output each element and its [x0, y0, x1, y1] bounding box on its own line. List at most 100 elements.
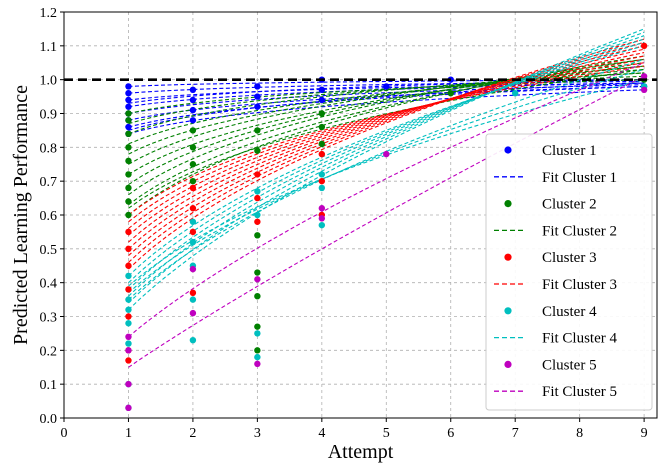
data-point — [125, 306, 132, 313]
y-tick-label: 0.3 — [40, 311, 58, 326]
fit-curve — [128, 82, 645, 101]
legend-marker — [504, 360, 512, 368]
data-point — [254, 347, 261, 354]
data-point — [318, 140, 326, 148]
data-point — [318, 177, 326, 185]
y-tick-label: 0.1 — [40, 378, 58, 393]
data-point — [318, 171, 326, 178]
fit-curve — [128, 58, 645, 196]
y-tick-label: 0.8 — [40, 141, 58, 156]
x-tick-label: 3 — [254, 426, 261, 441]
data-point — [254, 171, 261, 178]
data-point — [254, 211, 261, 219]
fit-curve — [128, 38, 645, 270]
legend-marker — [504, 146, 512, 154]
data-point — [189, 106, 197, 114]
data-point — [125, 103, 132, 110]
y-tick-label: 1.1 — [40, 40, 58, 55]
y-tick-label: 0.5 — [40, 243, 58, 258]
fit-curve — [128, 58, 645, 301]
data-point — [189, 228, 197, 236]
data-point — [189, 117, 197, 124]
data-point — [254, 218, 261, 225]
data-point — [125, 157, 132, 165]
fit-curve — [128, 45, 645, 257]
fit-curve — [128, 62, 645, 223]
data-point — [125, 110, 132, 117]
x-tick-label: 8 — [576, 426, 583, 441]
legend-label: Cluster 4 — [542, 304, 597, 320]
data-point — [189, 218, 197, 225]
y-tick-label: 0.0 — [40, 412, 58, 427]
x-tick-label: 5 — [383, 426, 390, 441]
data-point — [254, 323, 261, 330]
data-point — [189, 296, 197, 303]
fit-curve — [128, 35, 645, 297]
x-tick-label: 1 — [125, 426, 132, 441]
data-point — [125, 286, 132, 293]
fit-curve — [128, 79, 645, 104]
fit-curve — [128, 45, 645, 277]
data-point — [125, 211, 132, 219]
data-point — [189, 177, 197, 185]
data-point — [511, 90, 519, 97]
data-point — [318, 184, 326, 192]
legend-label: Fit Cluster 1 — [542, 170, 617, 186]
data-point — [125, 96, 132, 104]
fit-curve — [128, 52, 645, 243]
data-point — [125, 320, 132, 327]
data-point — [254, 147, 261, 154]
x-tick-label: 0 — [61, 426, 68, 441]
y-tick-label: 1.0 — [40, 74, 58, 89]
legend-label: Cluster 3 — [542, 250, 597, 266]
data-point — [254, 360, 261, 368]
legend-label: Fit Cluster 3 — [542, 277, 617, 293]
x-axis-label: Attempt — [328, 441, 394, 463]
y-tick-label: 1.2 — [40, 6, 58, 21]
data-point — [254, 353, 261, 361]
data-point — [125, 228, 132, 236]
data-point — [189, 144, 197, 151]
data-point — [447, 90, 454, 97]
data-point — [189, 96, 197, 104]
data-point — [125, 404, 132, 412]
x-tick-label: 9 — [641, 426, 648, 441]
legend-label: Fit Cluster 5 — [542, 384, 617, 400]
legend-marker — [504, 253, 512, 261]
data-point — [189, 289, 197, 297]
axis-ticks: 0 1 2 3 4 5 6 7 8 9 0.0 0.1 0.2 0.3 0.4 0.5 0.6 0.7 0.8 0.9… — [40, 6, 648, 441]
data-point — [318, 215, 326, 222]
data-point — [318, 86, 326, 94]
data-point — [125, 123, 132, 131]
fit-curve — [128, 58, 645, 229]
data-point — [125, 357, 132, 364]
x-tick-label: 7 — [512, 426, 519, 441]
data-point — [125, 130, 132, 137]
legend-label: Fit Cluster 2 — [542, 223, 617, 239]
fit-curve — [128, 41, 645, 284]
x-tick-label: 6 — [447, 426, 454, 441]
x-tick-label: 4 — [318, 426, 325, 441]
data-point — [125, 245, 132, 253]
data-point — [318, 205, 326, 212]
data-point — [318, 123, 326, 131]
data-point — [318, 96, 326, 104]
data-point — [125, 262, 132, 269]
fit-curve — [128, 75, 645, 368]
data-point — [383, 150, 390, 158]
legend-label: Fit Cluster 4 — [542, 331, 618, 347]
data-point — [254, 232, 261, 239]
legend-marker — [504, 307, 512, 315]
fit-curve — [128, 31, 645, 304]
data-point — [640, 73, 648, 80]
data-point — [640, 42, 648, 50]
fit-curve — [128, 28, 645, 311]
y-axis-label: Predicted Learning Performance — [10, 85, 32, 345]
data-point — [125, 144, 132, 151]
data-point — [254, 293, 261, 300]
fit-curve — [128, 62, 645, 338]
data-point — [189, 161, 197, 168]
y-tick-label: 0.2 — [40, 344, 58, 359]
data-point — [125, 380, 132, 388]
data-point — [125, 90, 132, 97]
